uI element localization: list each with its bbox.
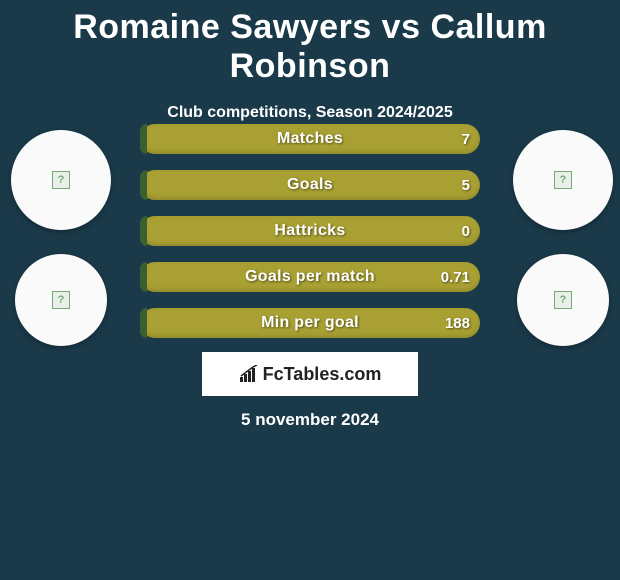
stat-bar: Matches7 xyxy=(140,124,480,154)
stat-value-right: 0 xyxy=(462,216,470,246)
subtitle: Club competitions, Season 2024/2025 xyxy=(0,104,620,122)
stat-bar: Min per goal188 xyxy=(140,308,480,338)
image-placeholder-icon xyxy=(52,171,70,189)
stat-bar: Hattricks0 xyxy=(140,216,480,246)
image-placeholder-icon xyxy=(554,171,572,189)
player-left-avatar-1 xyxy=(11,130,111,230)
stat-label: Min per goal xyxy=(140,308,480,338)
stat-value-right: 188 xyxy=(445,308,470,338)
date-line: 5 november 2024 xyxy=(0,410,620,430)
player-right-avatar-1 xyxy=(513,130,613,230)
player-left-avatar-2 xyxy=(15,254,107,346)
stat-label: Goals xyxy=(140,170,480,200)
stat-label: Hattricks xyxy=(140,216,480,246)
stat-label: Matches xyxy=(140,124,480,154)
stat-value-right: 7 xyxy=(462,124,470,154)
avatars-right-column xyxy=(508,122,618,370)
brand-chart-icon xyxy=(239,365,259,383)
image-placeholder-icon xyxy=(52,291,70,309)
brand-text: FcTables.com xyxy=(263,364,382,385)
brand-box: FcTables.com xyxy=(202,352,418,396)
page-title: Romaine Sawyers vs Callum Robinson xyxy=(0,0,620,86)
avatars-left-column xyxy=(6,122,116,370)
stat-value-right: 0.71 xyxy=(441,262,470,292)
image-placeholder-icon xyxy=(554,291,572,309)
stat-bar: Goals per match0.71 xyxy=(140,262,480,292)
player-right-avatar-2 xyxy=(517,254,609,346)
brand-label: FcTables.com xyxy=(239,364,382,385)
stat-value-right: 5 xyxy=(462,170,470,200)
stat-bar: Goals5 xyxy=(140,170,480,200)
stats-bars: Matches7Goals5Hattricks0Goals per match0… xyxy=(140,124,480,354)
stat-label: Goals per match xyxy=(140,262,480,292)
